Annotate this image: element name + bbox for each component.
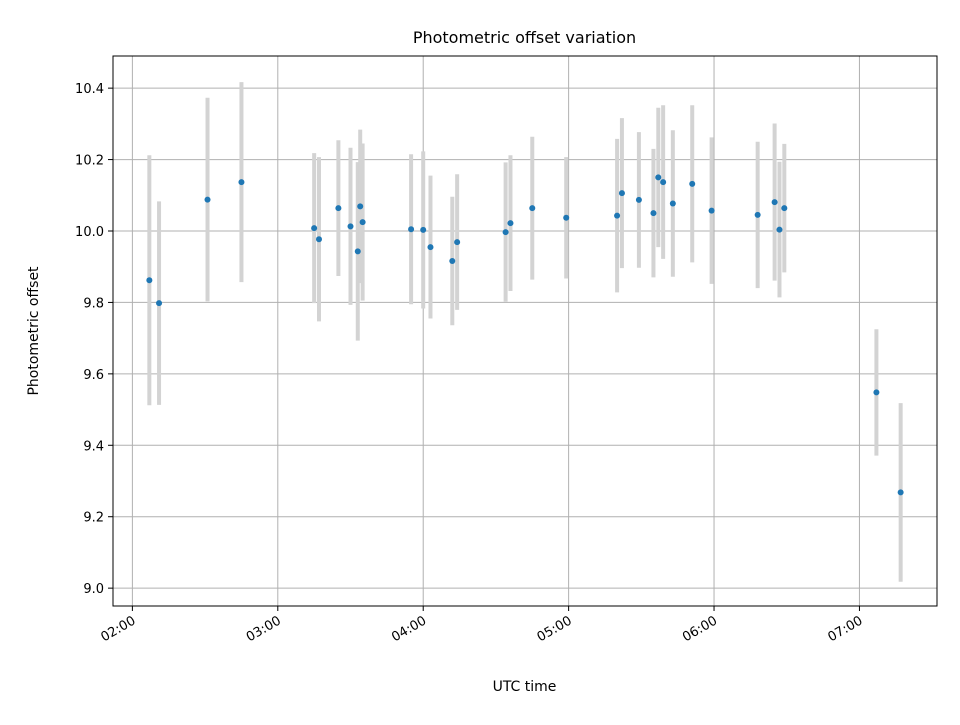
data-point <box>635 196 642 203</box>
data-point <box>776 226 783 233</box>
data-point <box>754 211 761 218</box>
data-point <box>449 258 456 264</box>
y-axis-label: Photometric offset <box>26 266 42 396</box>
data-point <box>650 210 657 217</box>
data-point <box>708 207 715 214</box>
data-point <box>771 199 778 206</box>
y-tick-label: 10.4 <box>75 82 104 97</box>
data-point <box>420 226 427 233</box>
data-points <box>146 174 904 496</box>
data-point <box>873 389 880 396</box>
data-point <box>354 248 361 255</box>
data-point <box>529 205 536 212</box>
data-point <box>204 196 211 203</box>
y-tick-label: 9.2 <box>83 511 104 526</box>
data-point <box>563 214 570 221</box>
data-point <box>156 300 163 307</box>
y-tick-label: 9.4 <box>83 439 104 454</box>
data-point <box>316 236 322 243</box>
data-point <box>347 223 354 230</box>
data-point <box>357 203 364 210</box>
chart-title: Photometric offset variation <box>413 28 636 47</box>
data-point <box>614 212 621 219</box>
y-tick-label: 9.0 <box>83 582 104 597</box>
data-point <box>669 200 676 207</box>
data-point <box>781 205 788 212</box>
y-tick-label: 9.6 <box>83 368 104 383</box>
data-point <box>359 219 366 226</box>
y-tick-label: 10.0 <box>75 225 104 240</box>
grid-lines <box>113 56 937 606</box>
data-point <box>660 179 667 186</box>
data-point <box>146 277 153 284</box>
data-point <box>655 174 662 181</box>
data-point <box>689 180 696 187</box>
data-point <box>408 226 415 233</box>
data-point <box>427 244 434 251</box>
data-point <box>502 229 509 236</box>
data-point <box>507 220 514 227</box>
data-point <box>311 225 318 232</box>
y-tick-label: 10.2 <box>75 154 104 169</box>
data-point <box>618 190 625 197</box>
plot-frame <box>112 55 938 607</box>
y-tick-label: 9.8 <box>83 296 104 311</box>
data-point <box>897 489 904 496</box>
data-point <box>238 179 245 186</box>
data-point <box>454 239 461 246</box>
data-point <box>335 205 342 212</box>
x-axis-label: UTC time <box>493 679 557 695</box>
